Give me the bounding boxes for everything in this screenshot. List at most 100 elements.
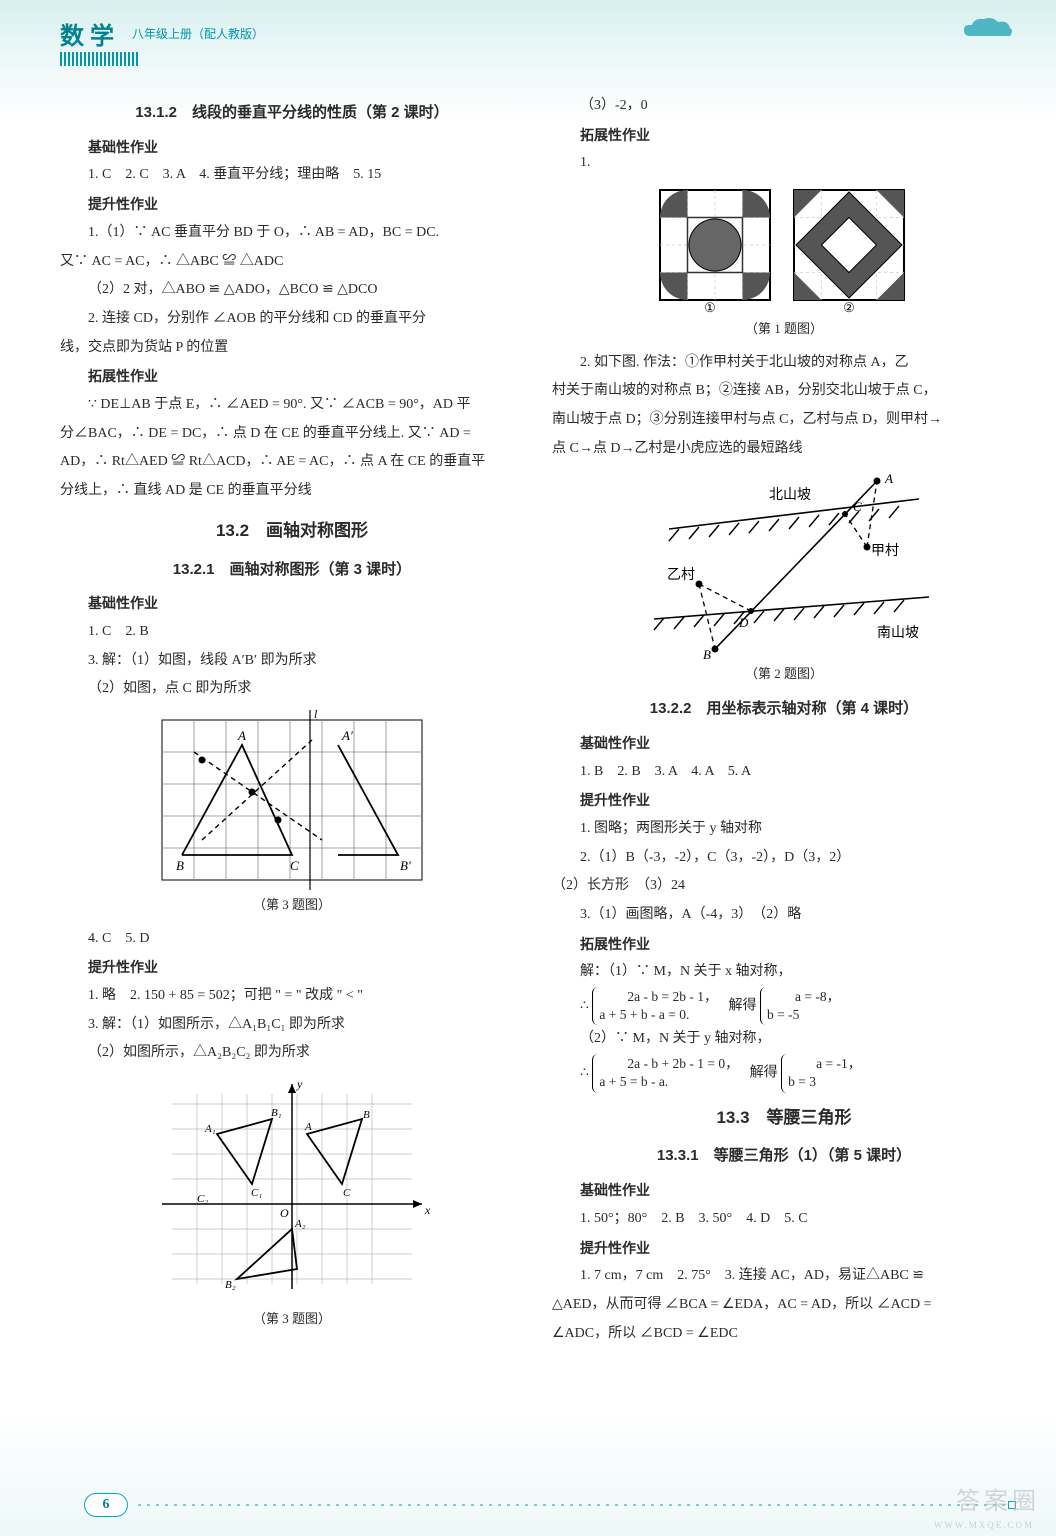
- improve2-line-3a: 3. 解：（1）如图所示，△A₁B₁C₁ 即为所求: [60, 1011, 524, 1040]
- section-13-1-2-title: 13.1.2 线段的垂直平分线的性质（第 2 课时）: [60, 98, 524, 129]
- eq1-line1: 2a - b = 2b - 1，: [627, 989, 717, 1004]
- figure-2-route: A B C D 北山坡 甲村 乙村 南山坡 （第 2 题图）: [552, 469, 1016, 688]
- svg-text:C₁: C₁: [251, 1187, 262, 1199]
- svg-text:A: A: [884, 471, 893, 486]
- improve-line-2a: 2. 连接 CD，分别作 ∠AOB 的平分线和 CD 的垂直平分: [60, 305, 524, 334]
- improve2-line-3b: （2）如图所示，△A₂B₂C₂ 即为所求: [60, 1039, 524, 1068]
- section-13-2-1-title: 13.2.1 画轴对称图形（第 3 课时）: [60, 555, 524, 586]
- basic2-line-3a: 3. 解：（1）如图，线段 A′B′ 即为所求: [60, 647, 524, 676]
- figure-3b-caption: （第 3 题图）: [60, 1306, 524, 1333]
- improve3-line-1: 1. 7 cm，7 cm 2. 75° 3. 连接 AC，AD，易证△ABC ≌: [552, 1262, 1016, 1291]
- right-improve-2a: 2.（1）B（-3，-2），C（3，-2），D（3，2）: [552, 844, 1016, 873]
- figure-1-caption: （第 1 题图）: [552, 316, 1016, 343]
- figure-2-caption: （第 2 题图）: [552, 661, 1016, 688]
- svg-text:乙村: 乙村: [667, 567, 695, 583]
- eq1-line2: a + 5 + b - a = 0.: [599, 1007, 689, 1022]
- improve-line-1b: 又∵ AC = AC，∴ △ABC ≌ △ADC: [60, 248, 524, 277]
- improve-line-2b: 线，交点即为货站 P 的位置: [60, 334, 524, 363]
- right-improve-3: 3.（1）画图略，A（-4，3） （2）略: [552, 901, 1016, 930]
- right-improve-1: 1. 图略；两图形关于 y 轴对称: [552, 815, 1016, 844]
- eq2-res1: a = -1，: [816, 1056, 861, 1071]
- extend-line-c: AD，∴ Rt△AED ≌ Rt△ACD，∴ AE = AC，∴ 点 A 在 C…: [60, 448, 524, 477]
- eq2-line1: 2a - b + 2b - 1 = 0，: [627, 1056, 738, 1071]
- svg-text:C: C: [290, 858, 299, 873]
- cloud-icon: [960, 14, 1016, 44]
- improve3-line-2: △AED，从而可得 ∠BCA = ∠EDA，AC = AD，所以 ∠ACD =: [552, 1291, 1016, 1320]
- improve3-line-3: ∠ADC，所以 ∠BCD = ∠EDC: [552, 1320, 1016, 1349]
- right-improve-heading: 提升性作业: [552, 786, 1016, 815]
- svg-text:A₁: A₁: [204, 1123, 216, 1135]
- svg-text:南山坡: 南山坡: [877, 625, 919, 641]
- eq1-res2: b = -5: [767, 1007, 799, 1022]
- right-ext2-heading: 拓展性作业: [552, 930, 1016, 959]
- section-13-2-2-title: 13.2.2 用坐标表示轴对称（第 4 课时）: [552, 694, 1016, 725]
- extend-line-a: ∵ DE⊥AB 于点 E，∴ ∠AED = 90°. 又∵ ∠ACB = 90°…: [60, 391, 524, 420]
- improve3-heading: 提升性作业: [552, 1234, 1016, 1263]
- svg-text:A₂: A₂: [294, 1218, 306, 1230]
- eq-system-2: ∴ 2a - b + 2b - 1 = 0，a + 5 = b - a. 解得 …: [552, 1054, 1016, 1092]
- section-13-2-title: 13.2 画轴对称图形: [60, 514, 524, 549]
- barcode-strip: [60, 52, 140, 66]
- right-q2-b: 村关于南山坡的对称点 B；②连接 AB，分别交北山坡于点 C，: [552, 377, 1016, 406]
- eq-system-1: ∴ 2a - b = 2b - 1，a + 5 + b - a = 0. 解得 …: [552, 987, 1016, 1025]
- right-ext-e1a: 解：（1）∵ M，N 关于 x 轴对称，: [552, 958, 1016, 987]
- subject-title: 数 学: [60, 16, 114, 51]
- extend-line-d: 分线上，∴ 直线 AD 是 CE 的垂直平分线: [60, 477, 524, 506]
- section-13-3-title: 13.3 等腰三角形: [552, 1101, 1016, 1136]
- svg-text:B₂: B₂: [225, 1279, 236, 1291]
- solve-label-2: 解得: [750, 1066, 778, 1081]
- right-column: （3）-2，0 拓展性作业 1.: [552, 92, 1016, 1476]
- page-number-badge: 6: [84, 1493, 128, 1517]
- basic2-line-3b: （2）如图，点 C 即为所求: [60, 675, 524, 704]
- basic-answers-1: 1. C 2. C 3. A 4. 垂直平分线；理由略 5. 15: [60, 161, 524, 190]
- svg-text:C₂: C₂: [197, 1193, 208, 1205]
- eq2-res2: b = 3: [788, 1074, 816, 1089]
- watermark-url: WWW.MXQE.COM: [934, 1520, 1034, 1530]
- solve-label-1: 解得: [729, 998, 757, 1013]
- svg-text:x: x: [424, 1203, 431, 1217]
- svg-text:甲村: 甲村: [871, 543, 899, 559]
- extend-heading: 拓展性作业: [60, 362, 524, 391]
- right-ext-e2a: （2）∵ M，N 关于 y 轴对称，: [552, 1025, 1016, 1054]
- grade-label: 八年级上册（配人教版）: [132, 25, 264, 42]
- svg-text:B′: B′: [400, 858, 411, 873]
- svg-text:B: B: [363, 1109, 370, 1121]
- svg-text:A: A: [237, 728, 246, 743]
- right-ext-heading: 拓展性作业: [552, 121, 1016, 150]
- svg-text:A: A: [304, 1121, 312, 1133]
- figure-3b-coord: x y O A B C A₁ B₁ C₁ A₂ B₂ C₂ （第 3 题图）: [60, 1074, 524, 1333]
- pair-label-b: ②: [843, 300, 855, 314]
- extend-line-b: 分∠BAC，∴ DE = DC，∴ 点 D 在 CE 的垂直平分线上. 又∵ A…: [60, 420, 524, 449]
- improve2-heading: 提升性作业: [60, 953, 524, 982]
- figure-3-grid: l A B C A′ B′ （第 3 题图）: [60, 710, 524, 919]
- section-13-3-1-title: 13.3.1 等腰三角形（1）（第 5 课时）: [552, 1141, 1016, 1172]
- pair-label-a: ①: [704, 300, 716, 314]
- right-q2-a: 2. 如下图. 作法：①作甲村关于北山坡的对称点 A，乙: [552, 349, 1016, 378]
- improve2-line-1: 1. 略 2. 150 + 85 = 502；可把 " = " 改成 " < ": [60, 982, 524, 1011]
- svg-text:y: y: [296, 1077, 303, 1091]
- svg-text:北山坡: 北山坡: [769, 487, 811, 503]
- improve-line-1c: （2）2 对，△ABO ≌ △ADO，△BCO ≌ △DCO: [60, 276, 524, 305]
- svg-text:O: O: [280, 1206, 289, 1220]
- figure-1-pair: ① ② （第 1 题图）: [552, 184, 1016, 343]
- svg-text:l: l: [314, 710, 318, 721]
- svg-text:B₁: B₁: [271, 1107, 282, 1119]
- page-header: 数 学 八年级上册（配人教版）: [60, 10, 1026, 56]
- basic-heading: 基础性作业: [60, 133, 524, 162]
- right-basic-heading: 基础性作业: [552, 729, 1016, 758]
- left-column: 13.1.2 线段的垂直平分线的性质（第 2 课时） 基础性作业 1. C 2.…: [60, 92, 524, 1476]
- basic2-line-1: 1. C 2. B: [60, 618, 524, 647]
- figure-3-caption: （第 3 题图）: [60, 892, 524, 919]
- improve-heading: 提升性作业: [60, 190, 524, 219]
- right-q2-c: 南山坡于点 D；③分别连接甲村与点 C，乙村与点 D，则甲村→: [552, 406, 1016, 435]
- content-area: 13.1.2 线段的垂直平分线的性质（第 2 课时） 基础性作业 1. C 2.…: [60, 92, 1016, 1476]
- basic3-line: 1. 50°；80° 2. B 3. 50° 4. D 5. C: [552, 1205, 1016, 1234]
- improve-line-1a: 1.（1）∵ AC 垂直平分 BD 于 O，∴ AB = AD，BC = DC.: [60, 219, 524, 248]
- footer-dots: [138, 1504, 1008, 1506]
- watermark: 答案圈: [956, 1481, 1040, 1516]
- basic2-heading: 基础性作业: [60, 589, 524, 618]
- right-improve-2b: （2）长方形 （3）24: [552, 872, 1016, 901]
- right-basic-line: 1. B 2. B 3. A 4. A 5. A: [552, 758, 1016, 787]
- svg-text:B: B: [176, 858, 184, 873]
- basic2-line-4: 4. C 5. D: [60, 925, 524, 954]
